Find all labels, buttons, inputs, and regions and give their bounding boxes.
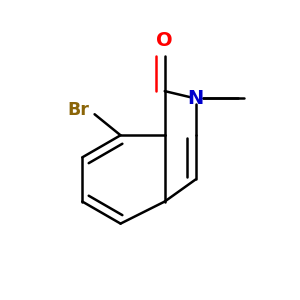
Text: N: N bbox=[188, 89, 204, 108]
Text: O: O bbox=[156, 31, 173, 50]
Text: Br: Br bbox=[68, 101, 90, 119]
